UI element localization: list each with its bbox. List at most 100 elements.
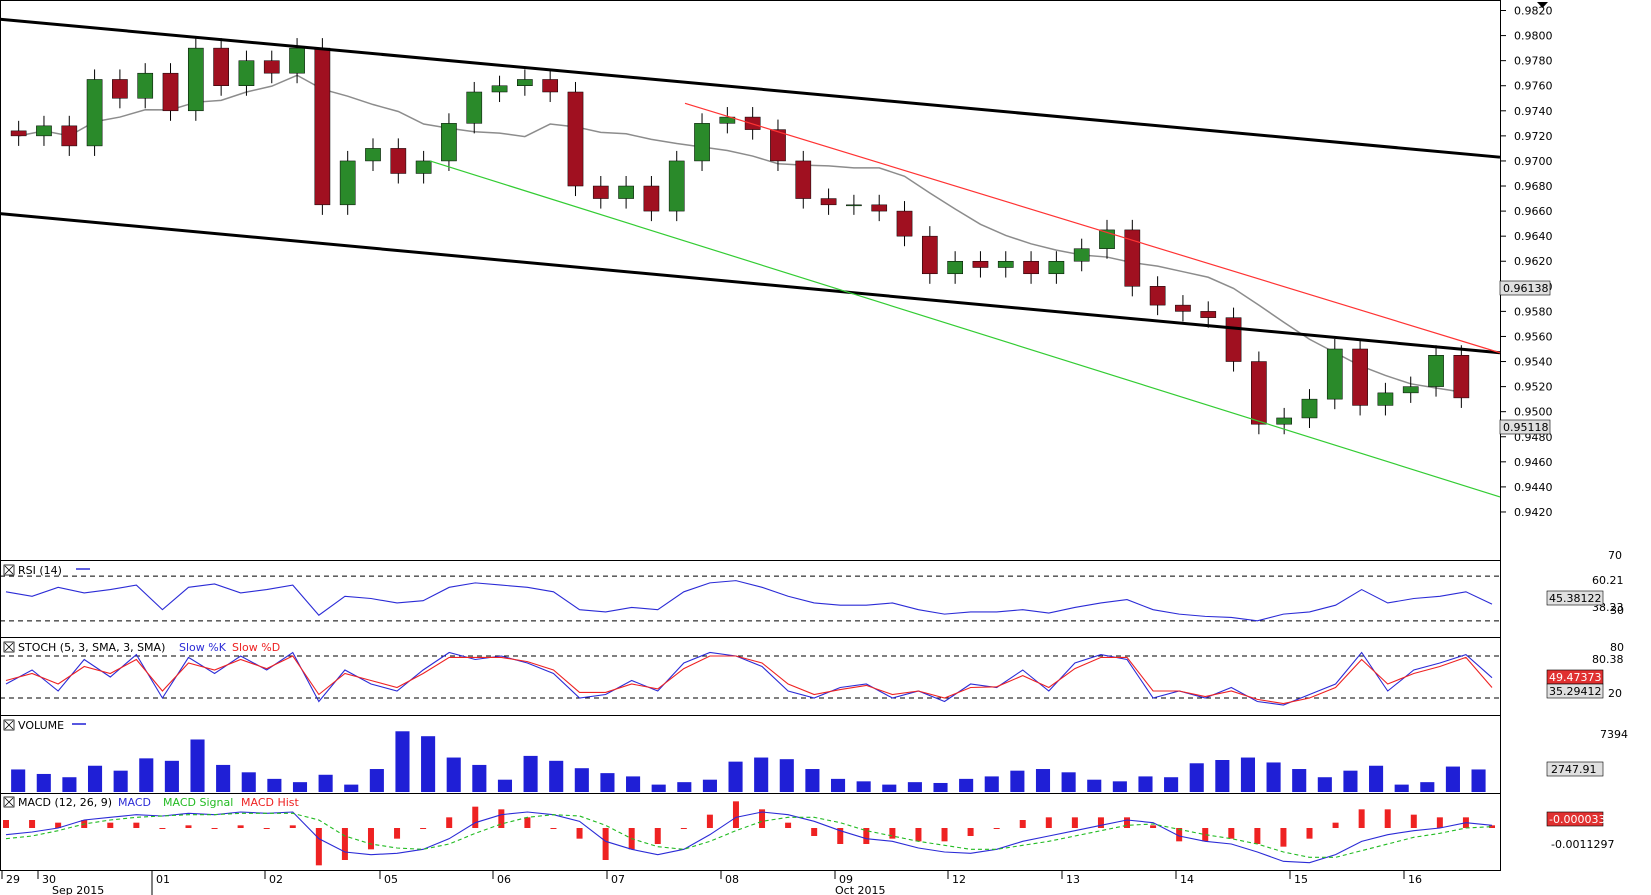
- volume-bar: [702, 779, 717, 792]
- candle-body: [744, 116, 761, 130]
- time-tick-label: 13: [1066, 873, 1080, 886]
- candle-body: [921, 235, 938, 275]
- candle-body: [289, 47, 305, 74]
- volume-bar: [830, 778, 846, 792]
- volume-bar: [882, 784, 897, 792]
- candle-body: [36, 125, 52, 137]
- time-tick-label: 05: [384, 873, 398, 886]
- volume-bar: [754, 757, 769, 792]
- candle-body: [466, 91, 483, 124]
- stoch-labels: STOCH (5, 3, SMA, 3, SMA) Slow %K Slow %…: [3, 641, 1624, 700]
- stoch-legend-k: Slow %K: [179, 641, 227, 654]
- volume-current-value: 2747.91: [1551, 763, 1597, 776]
- resistance-trendline: [684, 102, 1501, 354]
- price-tick-label: 0.9460: [1514, 456, 1553, 469]
- candle-body: [390, 148, 407, 174]
- volume-bar: [139, 758, 154, 792]
- candle-body: [1453, 355, 1470, 399]
- macd-hist-bar: [420, 828, 427, 829]
- volume-bar: [497, 779, 513, 792]
- close-icon-cross: [4, 797, 14, 807]
- volume-bar: [856, 781, 871, 792]
- macd-hist-bar: [3, 820, 9, 828]
- macd-hist-bar: [759, 809, 766, 828]
- stoch-k-value: 49.47373: [1549, 671, 1602, 684]
- candle-body: [112, 79, 128, 99]
- price-tick-label: 0.9700: [1514, 155, 1553, 168]
- candle-body: [415, 160, 432, 174]
- candle-body: [643, 185, 660, 212]
- time-tick-label: 14: [1180, 873, 1194, 886]
- macd-hist-bar: [550, 828, 557, 829]
- close-icon-cross: [4, 720, 14, 730]
- macd-labels: MACD (12, 26, 9) MACD MACD Signal MACD H…: [3, 796, 1614, 851]
- volume-bar: [1343, 770, 1358, 792]
- price-tick-label: 0.9680: [1514, 180, 1553, 193]
- macd-hist-bar: [941, 828, 948, 842]
- macd-hist-bar: [915, 828, 922, 842]
- macd-hist-bar: [1489, 825, 1495, 828]
- macd-hist-bar: [107, 822, 114, 828]
- price-tick-label: 0.9740: [1514, 105, 1553, 118]
- volume-bar: [1215, 760, 1230, 792]
- macd-hist-bar: [993, 828, 1000, 829]
- rsi-line: [5, 580, 1493, 622]
- volume-bar: [1292, 769, 1307, 792]
- price-tick-label: 0.9420: [1514, 506, 1553, 519]
- macd-hist-bar: [811, 828, 818, 836]
- price-tick-label: 0.9800: [1514, 30, 1553, 43]
- stochastic-panel: [0, 651, 1500, 706]
- macd-hist-bar: [1254, 828, 1261, 844]
- candle-body: [896, 210, 913, 237]
- macd-hist-bar: [863, 828, 870, 844]
- price-tick-label: 0.9780: [1514, 55, 1553, 68]
- macd-hist-bar: [367, 828, 374, 850]
- candle-body: [846, 204, 862, 207]
- volume-bar: [600, 773, 615, 792]
- volume-bar: [1087, 779, 1102, 792]
- support-trendline: [429, 160, 1501, 498]
- stoch-d-value-box: [1546, 683, 1604, 699]
- candle-body: [820, 198, 837, 206]
- candle-body: [238, 60, 255, 86]
- rsi-panel: [0, 575, 1500, 622]
- volume-bar: [984, 776, 999, 792]
- volume-bar: [1471, 769, 1486, 792]
- volume-bar: [651, 784, 666, 792]
- candle-body: [1200, 311, 1217, 318]
- candle-body: [491, 85, 508, 93]
- time-axis: 29 30 01 02 05 06 07 08 09 12 13 14 15 16 Sep 2015 Oct …: [1, 871, 1422, 895]
- price-overlays: 0.96138 0.95118: [1499, 2, 1551, 435]
- macd-panel: [3, 801, 1495, 866]
- macd-hist-bar: [576, 828, 583, 839]
- volume-bar: [1317, 777, 1332, 792]
- time-tick-label: 29: [6, 873, 20, 886]
- macd-hist-bar: [133, 822, 140, 828]
- volume-bar: [36, 773, 51, 792]
- macd-hist-bar: [185, 825, 192, 828]
- volume-axis-label: 7394: [1600, 728, 1628, 741]
- moving-average-value-box: [1499, 280, 1551, 296]
- price-tick-label: 0.9520: [1514, 381, 1553, 394]
- macd-hist-bar: [472, 806, 479, 828]
- volume-bar: [241, 772, 256, 792]
- candle-body: [517, 79, 533, 86]
- volume-bar: [421, 736, 436, 792]
- close-icon-cross: [4, 565, 14, 575]
- volume-bar: [472, 764, 487, 792]
- volume-bar: [164, 760, 179, 792]
- macd-hist-bar: [1332, 822, 1339, 828]
- stoch-d-line: [5, 655, 1493, 705]
- stoch-title: STOCH (5, 3, SMA, 3, SMA): [18, 641, 165, 654]
- volume-bar: [1164, 777, 1179, 792]
- macd-line: [5, 811, 1493, 864]
- price-tick-label: 0.9500: [1514, 406, 1553, 419]
- volume-bar: [805, 769, 820, 792]
- candle-body: [339, 160, 356, 206]
- macd-hist-bar: [706, 814, 713, 828]
- macd-value-box: [1546, 811, 1604, 827]
- candle-body: [1048, 260, 1065, 275]
- stoch-level-20: 20: [1608, 687, 1622, 700]
- candle-body: [770, 129, 786, 162]
- candle-body: [365, 148, 381, 162]
